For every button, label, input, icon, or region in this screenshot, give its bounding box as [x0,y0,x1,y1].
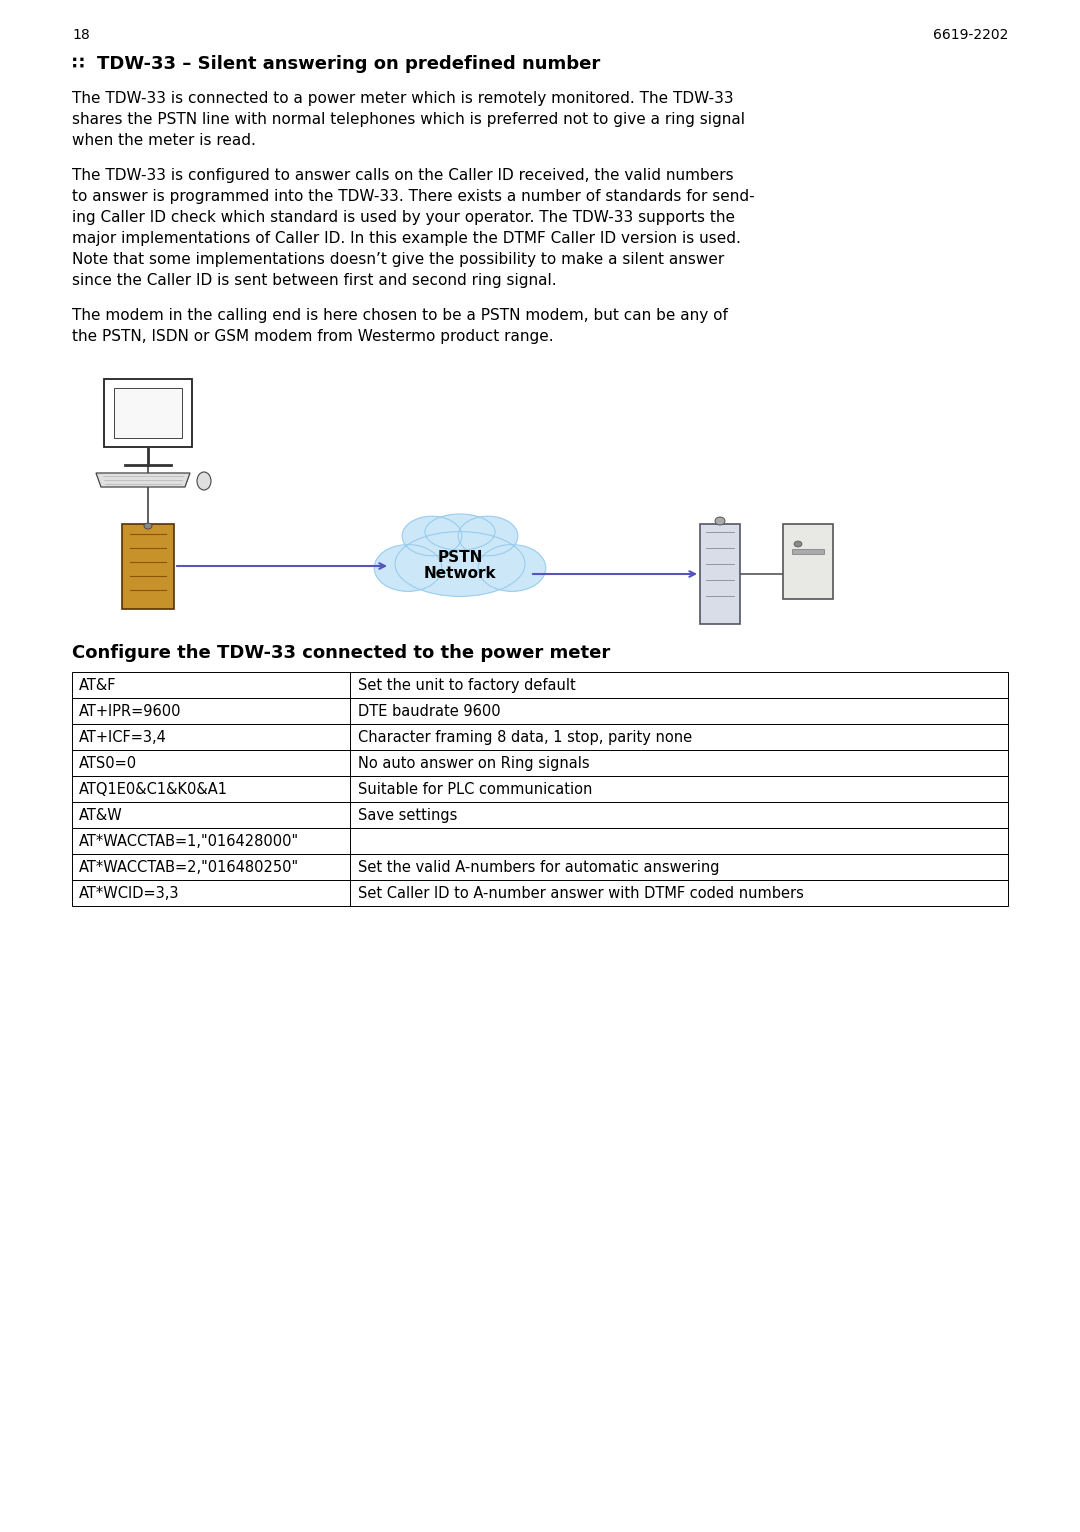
Text: since the Caller ID is sent between first and second ring signal.: since the Caller ID is sent between firs… [72,273,556,288]
Bar [72,801,1008,827]
Text: AT*WACCTAB=1,"016428000": AT*WACCTAB=1,"016428000" [79,833,299,849]
Bar [792,548,824,555]
Text: Set the valid A-numbers for automatic answering: Set the valid A-numbers for automatic an… [357,859,719,875]
Ellipse shape [478,544,545,591]
Text: Character framing 8 data, 1 stop, parity none: Character framing 8 data, 1 stop, parity… [357,731,692,745]
Text: The TDW-33 is connected to a power meter which is remotely monitored. The TDW-33: The TDW-33 is connected to a power meter… [72,90,733,106]
Text: AT&W: AT&W [79,807,123,823]
Text: Note that some implementations doesn’t give the possibility to make a silent ans: Note that some implementations doesn’t g… [72,251,725,267]
Ellipse shape [715,516,725,525]
Text: DTE baudrate 9600: DTE baudrate 9600 [357,705,501,719]
Bar [72,853,1008,879]
Ellipse shape [458,516,518,556]
Text: the PSTN, ISDN or GSM modem from Westermo product range.: the PSTN, ISDN or GSM modem from Westerm… [72,329,554,345]
Text: Network: Network [423,567,497,582]
Text: AT&F: AT&F [79,679,117,692]
Text: The modem in the calling end is here chosen to be a PSTN modem, but can be any o: The modem in the calling end is here cho… [72,308,728,323]
Text: major implementations of Caller ID. In this example the DTMF Caller ID version i: major implementations of Caller ID. In t… [72,231,741,247]
Bar [72,699,1008,725]
Text: Configure the TDW-33 connected to the power meter: Configure the TDW-33 connected to the po… [72,643,610,662]
Ellipse shape [424,515,495,550]
Text: to answer is programmed into the TDW-33. There exists a number of standards for : to answer is programmed into the TDW-33.… [72,188,755,204]
Text: when the meter is read.: when the meter is read. [72,133,256,149]
Text: Set the unit to factory default: Set the unit to factory default [357,679,576,692]
Bar [72,673,1008,699]
Bar [72,751,1008,777]
Text: No auto answer on Ring signals: No auto answer on Ring signals [357,755,590,771]
Text: ing Caller ID check which standard is used by your operator. The TDW-33 supports: ing Caller ID check which standard is us… [72,210,735,225]
Text: Set Caller ID to A-number answer with DTMF coded numbers: Set Caller ID to A-number answer with DT… [357,885,804,901]
Ellipse shape [794,541,802,547]
Ellipse shape [197,472,211,490]
Text: shares the PSTN line with normal telephones which is preferred not to give a rin: shares the PSTN line with normal telepho… [72,112,745,127]
Text: AT*WCID=3,3: AT*WCID=3,3 [79,885,179,901]
Bar [114,388,183,438]
Text: ATS0=0: ATS0=0 [79,755,137,771]
Text: ∷  TDW-33 – Silent answering on predefined number: ∷ TDW-33 – Silent answering on predefine… [72,55,600,74]
Bar [72,879,1008,905]
Bar [72,827,1008,853]
Text: AT+ICF=3,4: AT+ICF=3,4 [79,731,167,745]
Bar [72,725,1008,751]
Text: 6619-2202: 6619-2202 [933,28,1008,41]
Bar [72,777,1008,801]
Ellipse shape [395,532,525,596]
Bar [104,378,192,447]
Text: Suitable for PLC communication: Suitable for PLC communication [357,781,592,797]
Text: PSTN: PSTN [437,550,483,565]
Text: 18: 18 [72,28,90,41]
Text: Save settings: Save settings [357,807,457,823]
Polygon shape [96,473,190,487]
Text: ATQ1E0&C1&K0&A1: ATQ1E0&C1&K0&A1 [79,781,228,797]
Text: AT*WACCTAB=2,"016480250": AT*WACCTAB=2,"016480250" [79,859,299,875]
Bar [122,524,174,610]
Bar [783,524,833,599]
Text: AT+IPR=9600: AT+IPR=9600 [79,705,181,719]
Bar [700,524,740,624]
Text: The TDW-33 is configured to answer calls on the Caller ID received, the valid nu: The TDW-33 is configured to answer calls… [72,169,733,182]
Ellipse shape [374,544,442,591]
Ellipse shape [144,522,152,529]
Ellipse shape [402,516,462,556]
